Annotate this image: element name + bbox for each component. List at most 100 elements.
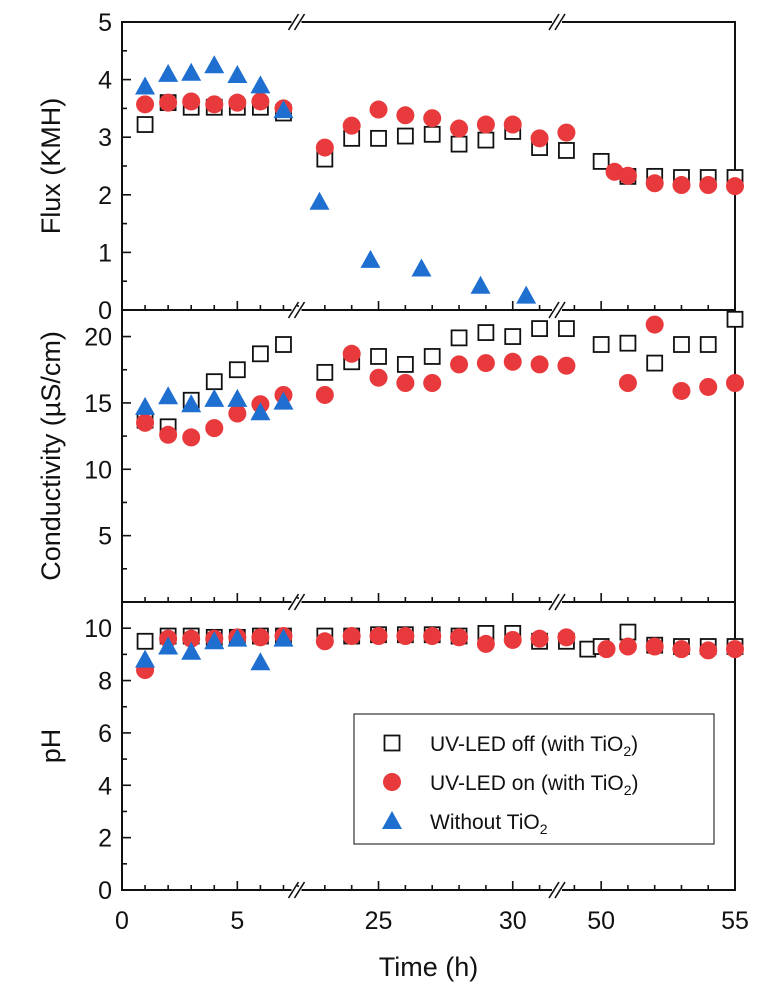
point-conductivity-off (275, 336, 292, 353)
point-ph-on (369, 627, 388, 646)
point-flux-without (273, 100, 294, 119)
y-tick-label-ph: 0 (98, 877, 112, 905)
point-flux-on (726, 177, 744, 196)
point-flux-on (136, 95, 155, 114)
x-tick-label: 5 (230, 907, 244, 935)
point-ph-on (557, 628, 576, 647)
tick-marks (121, 21, 736, 891)
axis-break-slash (548, 881, 560, 899)
point-flux-on (530, 129, 549, 148)
y-axis-title-conductivity: Conductivity (µS/cm) (36, 331, 66, 581)
panel-frame-ph (121, 601, 736, 891)
point-conductivity-off (531, 320, 548, 337)
point-flux-without (516, 285, 537, 304)
point-conductivity-off (726, 310, 744, 328)
point-conductivity-on (699, 377, 718, 396)
point-flux-on (423, 109, 442, 128)
axis-break-slash (548, 301, 560, 319)
point-conductivity-without (158, 386, 179, 405)
point-ph-without (204, 631, 225, 650)
point-ph-on (597, 640, 616, 659)
point-conductivity-off (592, 336, 610, 353)
point-flux-on (557, 123, 576, 142)
point-flux-without (181, 62, 202, 81)
y-tick-label-ph: 2 (98, 825, 112, 853)
legend-label-on: UV-LED on (with TiO2) (430, 772, 639, 798)
axis-break-slash (548, 13, 560, 31)
point-conductivity-without (227, 388, 248, 407)
point-ph-on (726, 640, 744, 659)
point-ph-on (699, 641, 718, 660)
point-conductivity-off (228, 361, 246, 379)
point-conductivity-on (618, 374, 637, 392)
y-tick-label-flux: 2 (98, 182, 112, 210)
point-flux-on (645, 174, 664, 193)
point-flux-without (470, 275, 491, 294)
axis-break-slash (554, 13, 566, 31)
point-ph-on (450, 628, 469, 647)
point-conductivity-without (250, 402, 271, 421)
point-conductivity-on (726, 374, 744, 392)
point-flux-without (250, 75, 271, 94)
point-ph-on (476, 634, 495, 653)
axis-break-slash (287, 593, 300, 611)
point-flux-on (476, 115, 495, 134)
point-conductivity-off (477, 324, 495, 341)
point-conductivity-off (316, 363, 334, 381)
axis-break-slash (548, 593, 560, 611)
point-conductivity-off (450, 329, 468, 347)
axis-break-gap (291, 19, 302, 25)
point-ph-on (315, 632, 334, 651)
point-conductivity-on (530, 355, 549, 374)
point-conductivity-on (450, 355, 469, 374)
point-conductivity-off (699, 336, 717, 353)
point-conductivity-on (342, 344, 361, 363)
y-tick-label-conductivity: 10 (84, 456, 112, 484)
point-flux-on (159, 93, 178, 112)
point-flux-on (699, 176, 718, 195)
point-ph-on (251, 628, 270, 647)
point-flux-off (558, 142, 575, 159)
point-conductivity-on (396, 374, 415, 392)
legend-marker-off (383, 734, 401, 752)
y-tick-label-conductivity: 20 (84, 324, 112, 352)
x-tick-label: 55 (721, 907, 749, 935)
point-flux-without (309, 191, 330, 210)
axis-break-gap (291, 599, 302, 605)
point-flux-on (672, 176, 691, 195)
axis-titles: Time (h) Flux (KMH) Conductivity (µS/cm) p… (36, 98, 478, 982)
point-ph-on (503, 630, 522, 649)
point-flux-without (360, 249, 381, 268)
y-tick-label-ph: 10 (84, 615, 112, 643)
point-ph-without (135, 649, 156, 668)
point-conductivity-without (181, 394, 202, 413)
axis-break-slash (293, 593, 306, 611)
point-flux-off (477, 131, 495, 149)
point-flux-off (592, 152, 610, 170)
legend-label-without: Without TiO2 (430, 811, 548, 837)
y-tick-label-ph: 6 (98, 720, 112, 748)
legend-marker-on (383, 773, 401, 791)
point-ph-on (182, 629, 201, 648)
point-conductivity-on (645, 315, 664, 334)
point-conductivity-without (135, 396, 156, 415)
x-axis-title: Time (h) (379, 952, 479, 982)
point-conductivity-on (228, 404, 247, 423)
point-flux-on (315, 138, 334, 157)
point-conductivity-on (369, 368, 388, 387)
point-conductivity-off (423, 348, 441, 365)
point-conductivity-off (205, 373, 223, 391)
point-ph-on (342, 627, 361, 646)
legend: UV-LED off (with TiO2) UV-LED on (with Ti… (353, 713, 715, 845)
axis-break-slash (293, 13, 306, 31)
point-conductivity-off (646, 354, 664, 372)
point-conductivity-off (673, 336, 690, 353)
point-flux-without (135, 76, 156, 95)
point-flux-without (411, 258, 432, 277)
point-ph-on (396, 627, 415, 646)
point-flux-without (158, 63, 179, 82)
point-ph-on (618, 637, 637, 656)
x-tick-label: 25 (365, 907, 393, 935)
point-flux-on (251, 92, 270, 111)
